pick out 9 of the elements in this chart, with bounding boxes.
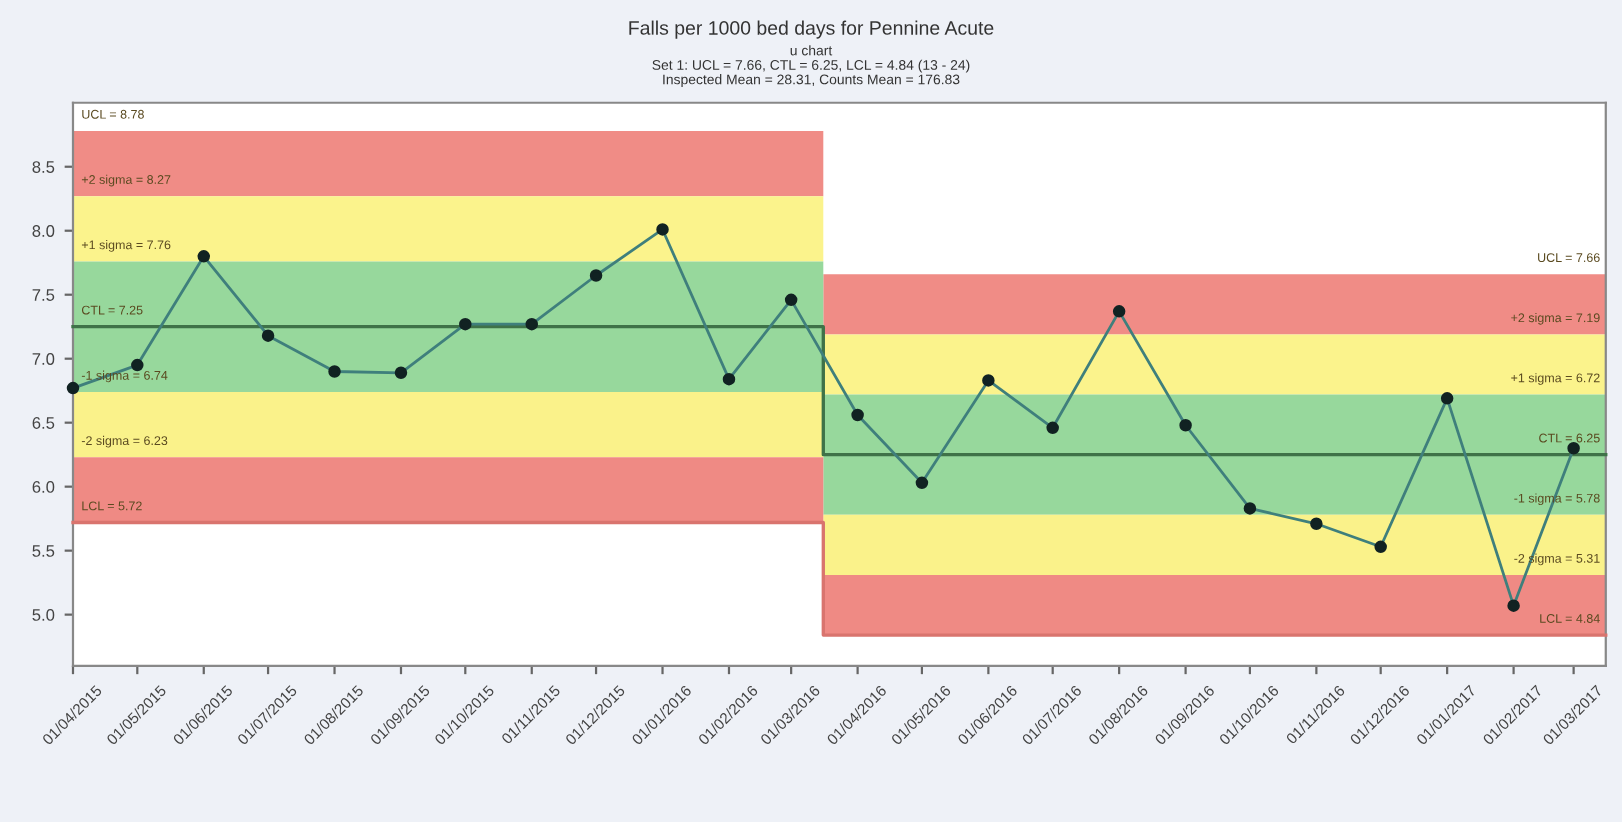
y-tick-label: 6.5 [32, 417, 55, 429]
y-tick-label: 5.5 [32, 545, 55, 557]
chart-title: Falls per 1000 bed days for Pennine Acute [629, 20, 994, 39]
y-tick-label: 8.0 [32, 225, 55, 237]
y-tick-label: 5.0 [32, 609, 55, 621]
y-tick-label: 7.5 [32, 289, 55, 301]
y-tick-label: 7.0 [32, 353, 55, 365]
y-tick-label: 8.5 [32, 161, 55, 173]
y-tick-label: 6.0 [32, 481, 55, 493]
